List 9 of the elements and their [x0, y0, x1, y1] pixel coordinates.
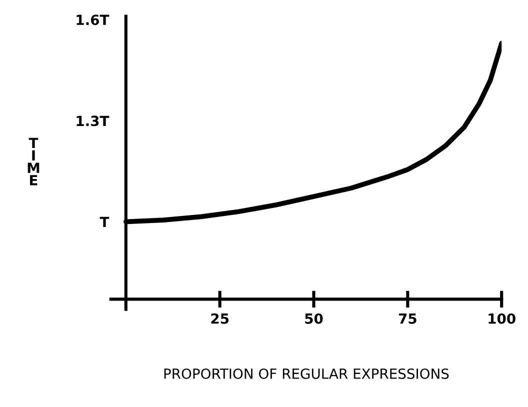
y-axis-title: TIME [28, 138, 40, 186]
y-tick-label: 1.6T [76, 14, 110, 26]
y-tick-label: T [100, 216, 110, 228]
x-tick-label: 100 [488, 313, 516, 324]
x-tick-label: 50 [305, 313, 323, 324]
x-tick-label: 75 [398, 314, 416, 324]
x-tick-label: 25 [211, 313, 229, 324]
x-axis-title: PROPORTION OF REGULAR EXPRESSIONS [164, 368, 449, 379]
y-tick-label: 1.3T [76, 116, 110, 126]
